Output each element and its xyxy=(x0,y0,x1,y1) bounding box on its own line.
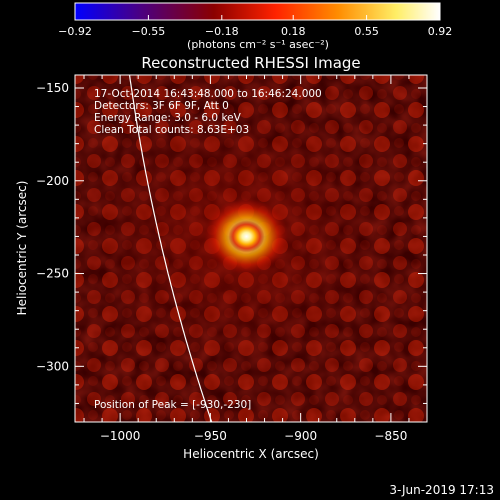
colorbar-tick-label: −0.18 xyxy=(205,25,239,38)
colorbar-tick-label: −0.55 xyxy=(132,25,166,38)
annotation-block: 17-Oct-2014 16:43:48.000 to 16:46:24.000… xyxy=(94,88,322,411)
annotation-line: Clean Total counts: 8.63E+03 xyxy=(94,124,249,136)
x-axis-tick-labels: −1000 −950 −900 −850 xyxy=(100,429,408,443)
y-tick-label: −300 xyxy=(36,359,69,373)
y-axis-label: Heliocentric Y (arcsec) xyxy=(15,181,29,316)
y-tick-label: −150 xyxy=(36,81,69,95)
colorbar-tick-label: 0.55 xyxy=(354,25,379,38)
y-tick-label: −250 xyxy=(36,267,69,281)
colorbar-ticks xyxy=(74,15,441,20)
annotation-line: Energy Range: 3.0 - 6.0 keV xyxy=(94,112,242,124)
annotation-line: Detectors: 3F 6F 9F, Att 0 xyxy=(94,100,229,112)
solar-limb-curve xyxy=(128,75,213,422)
y-tick-label: −200 xyxy=(36,174,69,188)
y-axis-tick-labels: −150 −200 −250 −300 xyxy=(36,81,69,373)
chart-title: Reconstructed RHESSI Image xyxy=(141,54,360,72)
colorbar-tick-labels: −0.92 −0.55 −0.18 0.18 0.55 0.92 xyxy=(58,25,452,38)
colorbar: −0.92 −0.55 −0.18 0.18 0.55 0.92 (photons cm⁻… xyxy=(58,2,452,51)
colorbar-tick-label: 0.18 xyxy=(281,25,306,38)
heatmap-image xyxy=(75,75,427,422)
x-tick-label: −950 xyxy=(194,429,227,443)
colorbar-tick-label: −0.92 xyxy=(58,25,92,38)
x-tick-label: −900 xyxy=(284,429,317,443)
peak-core xyxy=(228,220,265,253)
x-tick-label: −850 xyxy=(374,429,407,443)
y-axis-ticks xyxy=(75,87,427,404)
x-axis-ticks xyxy=(83,75,428,422)
x-tick-label: −1000 xyxy=(100,429,141,443)
colorbar-tick-label: 0.92 xyxy=(428,25,453,38)
plot-frame xyxy=(74,74,428,423)
annotation-line: 17-Oct-2014 16:43:48.000 to 16:46:24.000 xyxy=(94,88,322,100)
emission-peak xyxy=(204,198,289,275)
peak-position-annotation: Position of Peak = [-930,-230] xyxy=(94,399,251,411)
footer-timestamp: 3-Jun-2019 17:13 xyxy=(389,483,494,497)
colorbar-unit-label: (photons cm⁻² s⁻¹ asec⁻²) xyxy=(187,38,329,51)
x-axis-label: Heliocentric X (arcsec) xyxy=(183,447,319,461)
colorbar-gradient xyxy=(74,2,441,21)
